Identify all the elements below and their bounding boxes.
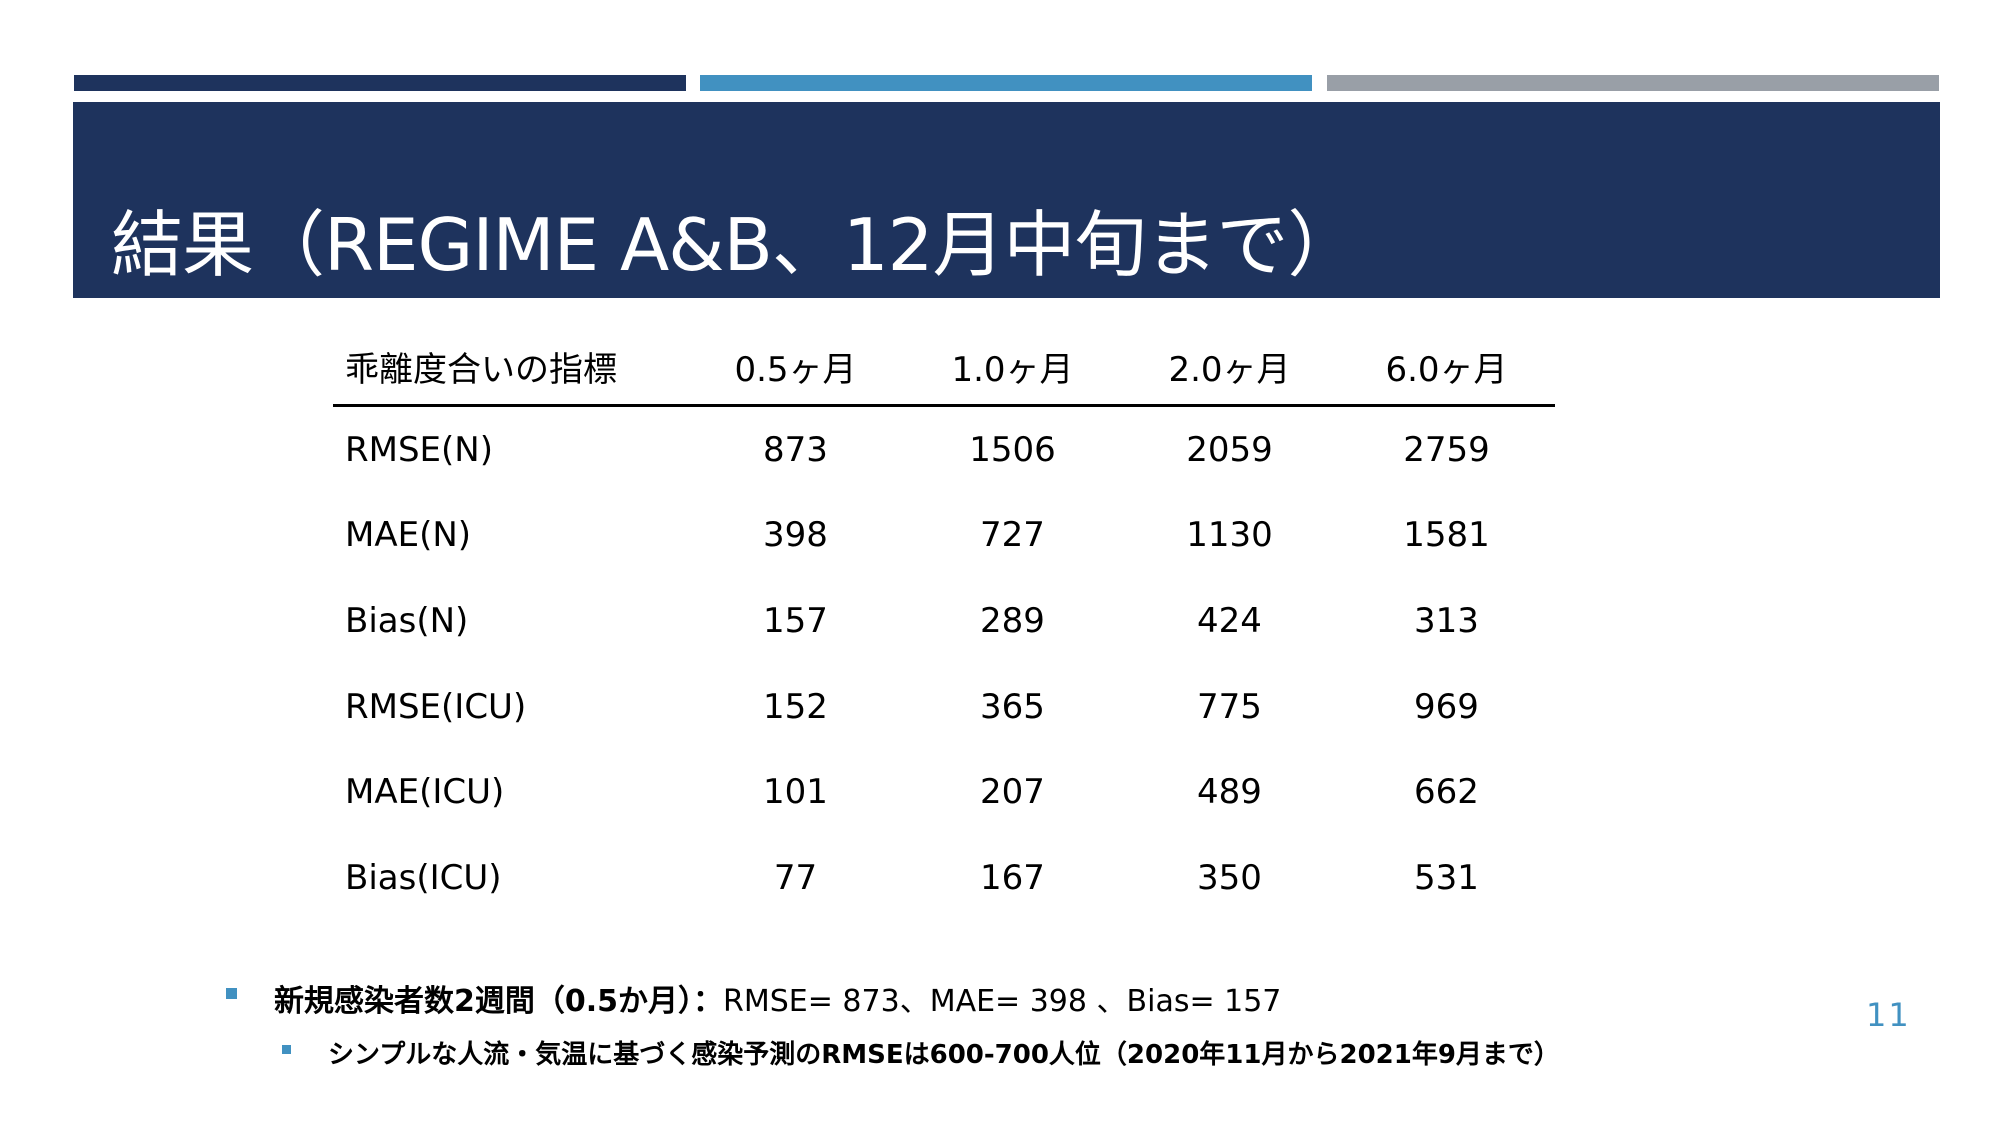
bullet-main-metrics: RMSE= 873、MAE= 398 、Bias= 157 <box>723 984 1282 1019</box>
table-cell: 313 <box>1414 600 1479 641</box>
table-cell: 1506 <box>969 429 1056 470</box>
table-cell: 662 <box>1414 772 1479 813</box>
table-cell: 152 <box>763 686 828 727</box>
page-number: 11 <box>1866 996 1911 1034</box>
table-header-row: 乖離度合いの指標 0.5ヶ月 1.0ヶ月 2.0ヶ月 6.0ヶ月 <box>333 328 1555 407</box>
slide-title: 結果（REGIME A&B、12月中旬まで） <box>111 203 1359 287</box>
table-cell: 727 <box>980 515 1045 556</box>
table-cell: 365 <box>980 686 1045 727</box>
table-cell: 1581 <box>1403 515 1490 556</box>
table-cell: 1130 <box>1186 515 1273 556</box>
column-header: 乖離度合いの指標 <box>333 328 687 407</box>
bullet-sub-text: シンプルな人流・気温に基づく感染予測のRMSEは600-700人位（2020年1… <box>328 1040 1560 1070</box>
accent-bar-navy <box>74 75 686 91</box>
accent-bar-blue <box>700 75 1312 91</box>
table-cell: 2759 <box>1403 429 1490 470</box>
table-row: RMSE(ICU) 152 365 775 969 <box>333 664 1555 750</box>
table-cell: 157 <box>763 600 828 641</box>
row-label: RMSE(ICU) <box>345 686 527 727</box>
table-cell: 77 <box>773 857 818 898</box>
table-row: RMSE(N) 873 1506 2059 2759 <box>333 406 1555 493</box>
table-cell: 775 <box>1197 686 1262 727</box>
table-row: MAE(ICU) 101 207 489 662 <box>333 749 1555 835</box>
row-label: MAE(N) <box>345 515 472 556</box>
table-cell: 289 <box>980 600 1045 641</box>
table-cell: 489 <box>1197 772 1262 813</box>
table-cell: 969 <box>1414 686 1479 727</box>
column-header: 0.5ヶ月 <box>687 328 904 407</box>
accent-bar-gray <box>1327 75 1939 91</box>
table-cell: 350 <box>1197 857 1262 898</box>
row-label: Bias(N) <box>345 600 469 641</box>
table-row: Bias(N) 157 289 424 313 <box>333 578 1555 664</box>
table-cell: 167 <box>980 857 1045 898</box>
column-header: 6.0ヶ月 <box>1338 328 1555 407</box>
results-table: 乖離度合いの指標 0.5ヶ月 1.0ヶ月 2.0ヶ月 6.0ヶ月 RMSE(N)… <box>333 328 1555 921</box>
table-row: MAE(N) 398 727 1130 1581 <box>333 493 1555 579</box>
table-cell: 531 <box>1414 857 1479 898</box>
table-cell: 424 <box>1197 600 1262 641</box>
table-row: Bias(ICU) 77 167 350 531 <box>333 835 1555 921</box>
bullet-main-text: 新規感染者数2週間（0.5か月）：RMSE= 873、MAE= 398 、Bia… <box>274 976 1281 1020</box>
table-cell: 101 <box>763 772 828 813</box>
table-cell: 873 <box>763 429 828 470</box>
row-label: Bias(ICU) <box>345 857 502 898</box>
square-bullet-icon <box>226 988 237 999</box>
row-label: MAE(ICU) <box>345 772 505 813</box>
square-bullet-icon <box>282 1045 291 1054</box>
table-cell: 398 <box>763 515 828 556</box>
bullet-main-lead: 新規感染者数2週間（0.5か月）： <box>274 984 724 1019</box>
row-label: RMSE(N) <box>345 429 493 470</box>
table-cell: 207 <box>980 772 1045 813</box>
column-header: 1.0ヶ月 <box>904 328 1121 407</box>
table-cell: 2059 <box>1186 429 1273 470</box>
column-header: 2.0ヶ月 <box>1121 328 1338 407</box>
title-band: 結果（REGIME A&B、12月中旬まで） <box>73 102 1940 298</box>
